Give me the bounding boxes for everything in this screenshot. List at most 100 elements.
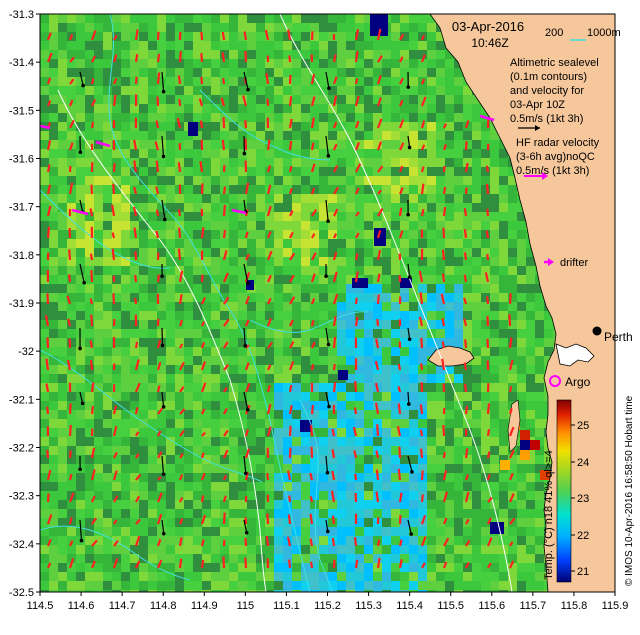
sst-pixel <box>382 41 391 50</box>
sst-pixel <box>49 482 58 491</box>
sst-pixel <box>490 320 499 329</box>
sst-pixel <box>526 293 535 302</box>
sst-pixel <box>202 77 211 86</box>
sst-pixel <box>499 374 508 383</box>
sst-pixel <box>436 374 445 383</box>
sst-pixel <box>472 266 481 275</box>
sst-pixel <box>40 509 49 518</box>
sst-pixel <box>58 392 67 401</box>
sst-pixel <box>481 545 490 554</box>
sst-pixel <box>166 104 175 113</box>
sst-pixel <box>220 311 229 320</box>
sst-pixel <box>517 374 526 383</box>
sst-pixel <box>382 500 391 509</box>
sst-pixel <box>229 230 238 239</box>
sst-pixel <box>508 545 517 554</box>
sst-pixel <box>112 581 121 590</box>
sst-pixel <box>499 590 508 599</box>
sst-pixel <box>292 572 301 581</box>
sst-pixel <box>517 356 526 365</box>
sst-pixel <box>508 374 517 383</box>
sst-pixel <box>517 491 526 500</box>
sst-pixel <box>247 419 256 428</box>
sst-pixel <box>418 419 427 428</box>
sst-pixel <box>139 266 148 275</box>
sst-pixel <box>436 482 445 491</box>
sst-pixel <box>310 329 319 338</box>
sst-pixel <box>58 230 67 239</box>
sst-pixel <box>274 590 283 599</box>
sst-pixel <box>409 104 418 113</box>
sst-pixel <box>544 320 553 329</box>
radar-vector <box>224 513 225 524</box>
radar-vector <box>158 73 159 84</box>
sst-pixel <box>184 113 193 122</box>
sst-pixel <box>445 266 454 275</box>
radar-vector <box>334 316 336 326</box>
sst-pixel <box>247 158 256 167</box>
radar-vector <box>487 316 488 326</box>
sst-pixel <box>490 572 499 581</box>
sst-pixel <box>94 59 103 68</box>
sst-pixel <box>265 347 274 356</box>
sst-pixel <box>463 239 472 248</box>
sst-pixel <box>139 338 148 347</box>
sst-pixel <box>490 158 499 167</box>
sst-pixel <box>274 554 283 563</box>
sst-pixel <box>139 572 148 581</box>
sst-pixel <box>319 365 328 374</box>
sst-pixel <box>346 194 355 203</box>
sst-pixel <box>139 365 148 374</box>
sst-pixel <box>409 347 418 356</box>
sst-pixel <box>130 194 139 203</box>
sst-pixel <box>490 383 499 392</box>
sst-pixel <box>409 230 418 239</box>
sst-pixel <box>166 122 175 131</box>
sst-pixel <box>193 338 202 347</box>
sst-pixel <box>175 527 184 536</box>
sst-pixel <box>247 122 256 131</box>
sst-pixel <box>472 248 481 257</box>
sst-pixel <box>256 221 265 230</box>
sst-pixel <box>58 572 67 581</box>
sst-pixel <box>103 59 112 68</box>
x-tick-label: 115.5 <box>437 600 464 612</box>
sst-pixel <box>67 68 76 77</box>
altimetry-vector-head <box>327 405 331 409</box>
sst-pixel <box>130 302 139 311</box>
sst-pixel <box>508 347 517 356</box>
sst-pixel <box>85 68 94 77</box>
altimetry-vector-head <box>161 344 165 348</box>
sst-pixel <box>76 581 85 590</box>
sst-pixel <box>472 401 481 410</box>
sst-pixel <box>517 311 526 320</box>
sst-pixel <box>121 554 130 563</box>
sst-pixel <box>139 509 148 518</box>
sst-pixel <box>274 338 283 347</box>
sst-pixel <box>67 509 76 518</box>
sst-pixel <box>463 266 472 275</box>
sst-pixel <box>301 113 310 122</box>
sst-pixel <box>292 158 301 167</box>
sst-pixel <box>472 320 481 329</box>
sst-pixel <box>202 203 211 212</box>
sst-pixel <box>121 14 130 23</box>
sst-pixel <box>148 203 157 212</box>
radar-vector <box>443 341 444 348</box>
sst-pixel <box>67 23 76 32</box>
sst-pixel <box>517 230 526 239</box>
sst-pixel <box>103 518 112 527</box>
sst-pixel <box>130 104 139 113</box>
sst-pixel <box>346 302 355 311</box>
sst-pixel <box>283 437 292 446</box>
sst-pixel-warm <box>520 430 530 440</box>
sst-pixel <box>175 23 184 32</box>
sst-pixel <box>283 194 292 203</box>
sst-pixel <box>85 509 94 518</box>
sst-pixel <box>103 185 112 194</box>
sst-pixel <box>139 221 148 230</box>
sst-pixel <box>292 50 301 59</box>
sst-pixel <box>148 464 157 473</box>
sst-pixel <box>211 500 220 509</box>
sst-pixel <box>292 131 301 140</box>
